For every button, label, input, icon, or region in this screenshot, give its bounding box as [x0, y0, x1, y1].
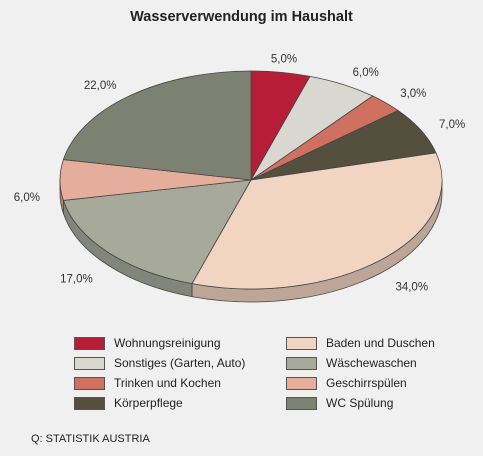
legend-item: Wohnungsreinigung: [74, 335, 286, 351]
legend-swatch: [286, 336, 317, 350]
pie-chart: 5,0% 6,0% 3,0% 7,0% 34,0% 17,0% 6,0% 22,0%: [14, 54, 465, 303]
legend-item: Körperpflege: [74, 395, 286, 411]
pie-slice: [191, 152, 443, 290]
legend-item: Baden und Duschen: [286, 335, 454, 351]
chart-title: Wasserverwendung im Haushalt: [130, 9, 353, 25]
legend-label: Sonstiges (Garten, Auto): [114, 356, 246, 370]
legend-label: Baden und Duschen: [326, 336, 435, 350]
legend-item: Geschirrspülen: [286, 375, 454, 391]
legend-item: Wäschewaschen: [286, 355, 454, 371]
slice-value-label: 34,0%: [395, 282, 428, 294]
legend-swatch: [286, 376, 317, 390]
legend-swatch: [286, 396, 317, 410]
legend-swatch: [286, 356, 317, 370]
legend-swatch: [74, 336, 105, 350]
pie-slice: [62, 70, 252, 181]
pie-slice: [62, 179, 252, 285]
slice-value-label: 17,0%: [60, 273, 93, 285]
source-note: Q: STATISTIK AUSTRIA: [31, 433, 150, 445]
slice-value-label: 22,0%: [84, 80, 117, 92]
legend-swatch: [74, 356, 105, 370]
legend-label: Trinken und Kochen: [114, 376, 221, 390]
slice-value-label: 6,0%: [14, 192, 40, 204]
slice-value-label: 3,0%: [400, 88, 426, 100]
legend-swatch: [74, 396, 105, 410]
legend-item: Trinken und Kochen: [74, 375, 286, 391]
legend-label: Wäschewaschen: [326, 356, 417, 370]
legend-swatch: [74, 376, 105, 390]
legend-item: WC Spülung: [286, 395, 454, 411]
legend-label: Geschirrspülen: [326, 376, 407, 390]
legend-label: Wohnungsreinigung: [114, 336, 221, 350]
legend-label: Körperpflege: [114, 396, 183, 410]
slice-value-label: 6,0%: [353, 67, 379, 79]
chart-legend: Wohnungsreinigung Baden und Duschen Sonsti…: [74, 335, 454, 411]
slice-value-label: 7,0%: [439, 119, 465, 131]
legend-item: Sonstiges (Garten, Auto): [74, 355, 286, 371]
legend-label: WC Spülung: [326, 396, 394, 410]
slice-value-label: 5,0%: [271, 54, 297, 66]
